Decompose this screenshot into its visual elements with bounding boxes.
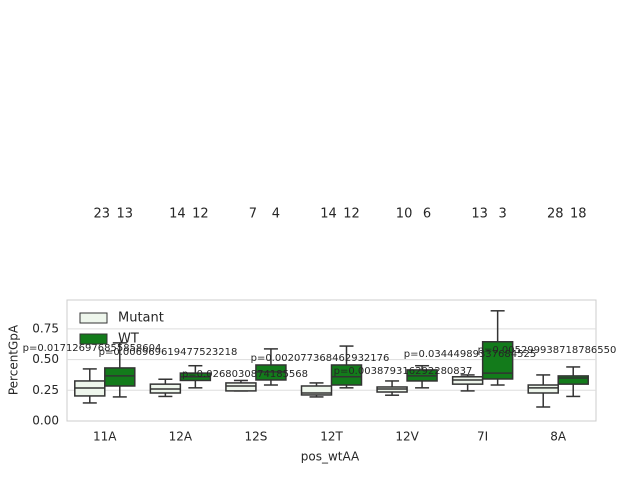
x-tick-label: 7I (477, 430, 488, 444)
box (104, 367, 136, 387)
annotation: p=0.006969619477523218 (99, 347, 238, 358)
y-axis-label: PercentGpA (7, 324, 21, 395)
annotation: p=0.0268030874185568 (182, 369, 308, 380)
legend-label: Mutant (118, 311, 164, 326)
annotation: p=0.002077368462932176 (251, 353, 390, 364)
count-label: 6 (423, 207, 431, 222)
box (225, 382, 257, 392)
count-label: 7 (249, 207, 257, 222)
annotation: p=0.003879316292280837 (334, 366, 473, 377)
x-axis-label: pos_wtAA (301, 450, 360, 464)
count-label: 28 (547, 207, 564, 222)
x-tick-label: 12T (320, 430, 343, 444)
count-label: 10 (396, 207, 413, 222)
box (557, 375, 589, 385)
plot-frame (66, 299, 597, 422)
legend-label: WT (118, 332, 139, 347)
count-label: 4 (272, 207, 280, 222)
y-tick-label: 0.75 (32, 321, 59, 335)
legend-swatch (79, 312, 108, 324)
legend-swatch (79, 333, 108, 345)
count-label: 14 (320, 207, 337, 222)
count-label: 13 (471, 207, 488, 222)
box (300, 385, 333, 396)
x-tick-label: 12A (169, 430, 193, 444)
count-label: 12 (343, 207, 360, 222)
box (330, 364, 363, 386)
count-label: 3 (499, 207, 507, 222)
count-label: 18 (570, 207, 587, 222)
annotation: p=0.03444989337684525 (404, 349, 536, 360)
count-label: 12 (192, 207, 209, 222)
annotation: p=0.005299938718786550 (478, 345, 617, 356)
x-tick-label: 11A (93, 430, 117, 444)
count-label: 13 (117, 207, 134, 222)
count-label: 14 (169, 207, 186, 222)
y-tick-label: 0.50 (32, 352, 59, 366)
x-tick-label: 12V (395, 430, 419, 444)
y-tick-label: 0.00 (32, 414, 59, 428)
x-tick-label: 12S (244, 430, 267, 444)
x-tick-label: 8A (550, 430, 567, 444)
annotation: p=0.017126976855858604 (23, 343, 162, 354)
count-label: 23 (94, 207, 111, 222)
y-tick-label: 0.25 (32, 383, 59, 397)
box (527, 384, 559, 394)
